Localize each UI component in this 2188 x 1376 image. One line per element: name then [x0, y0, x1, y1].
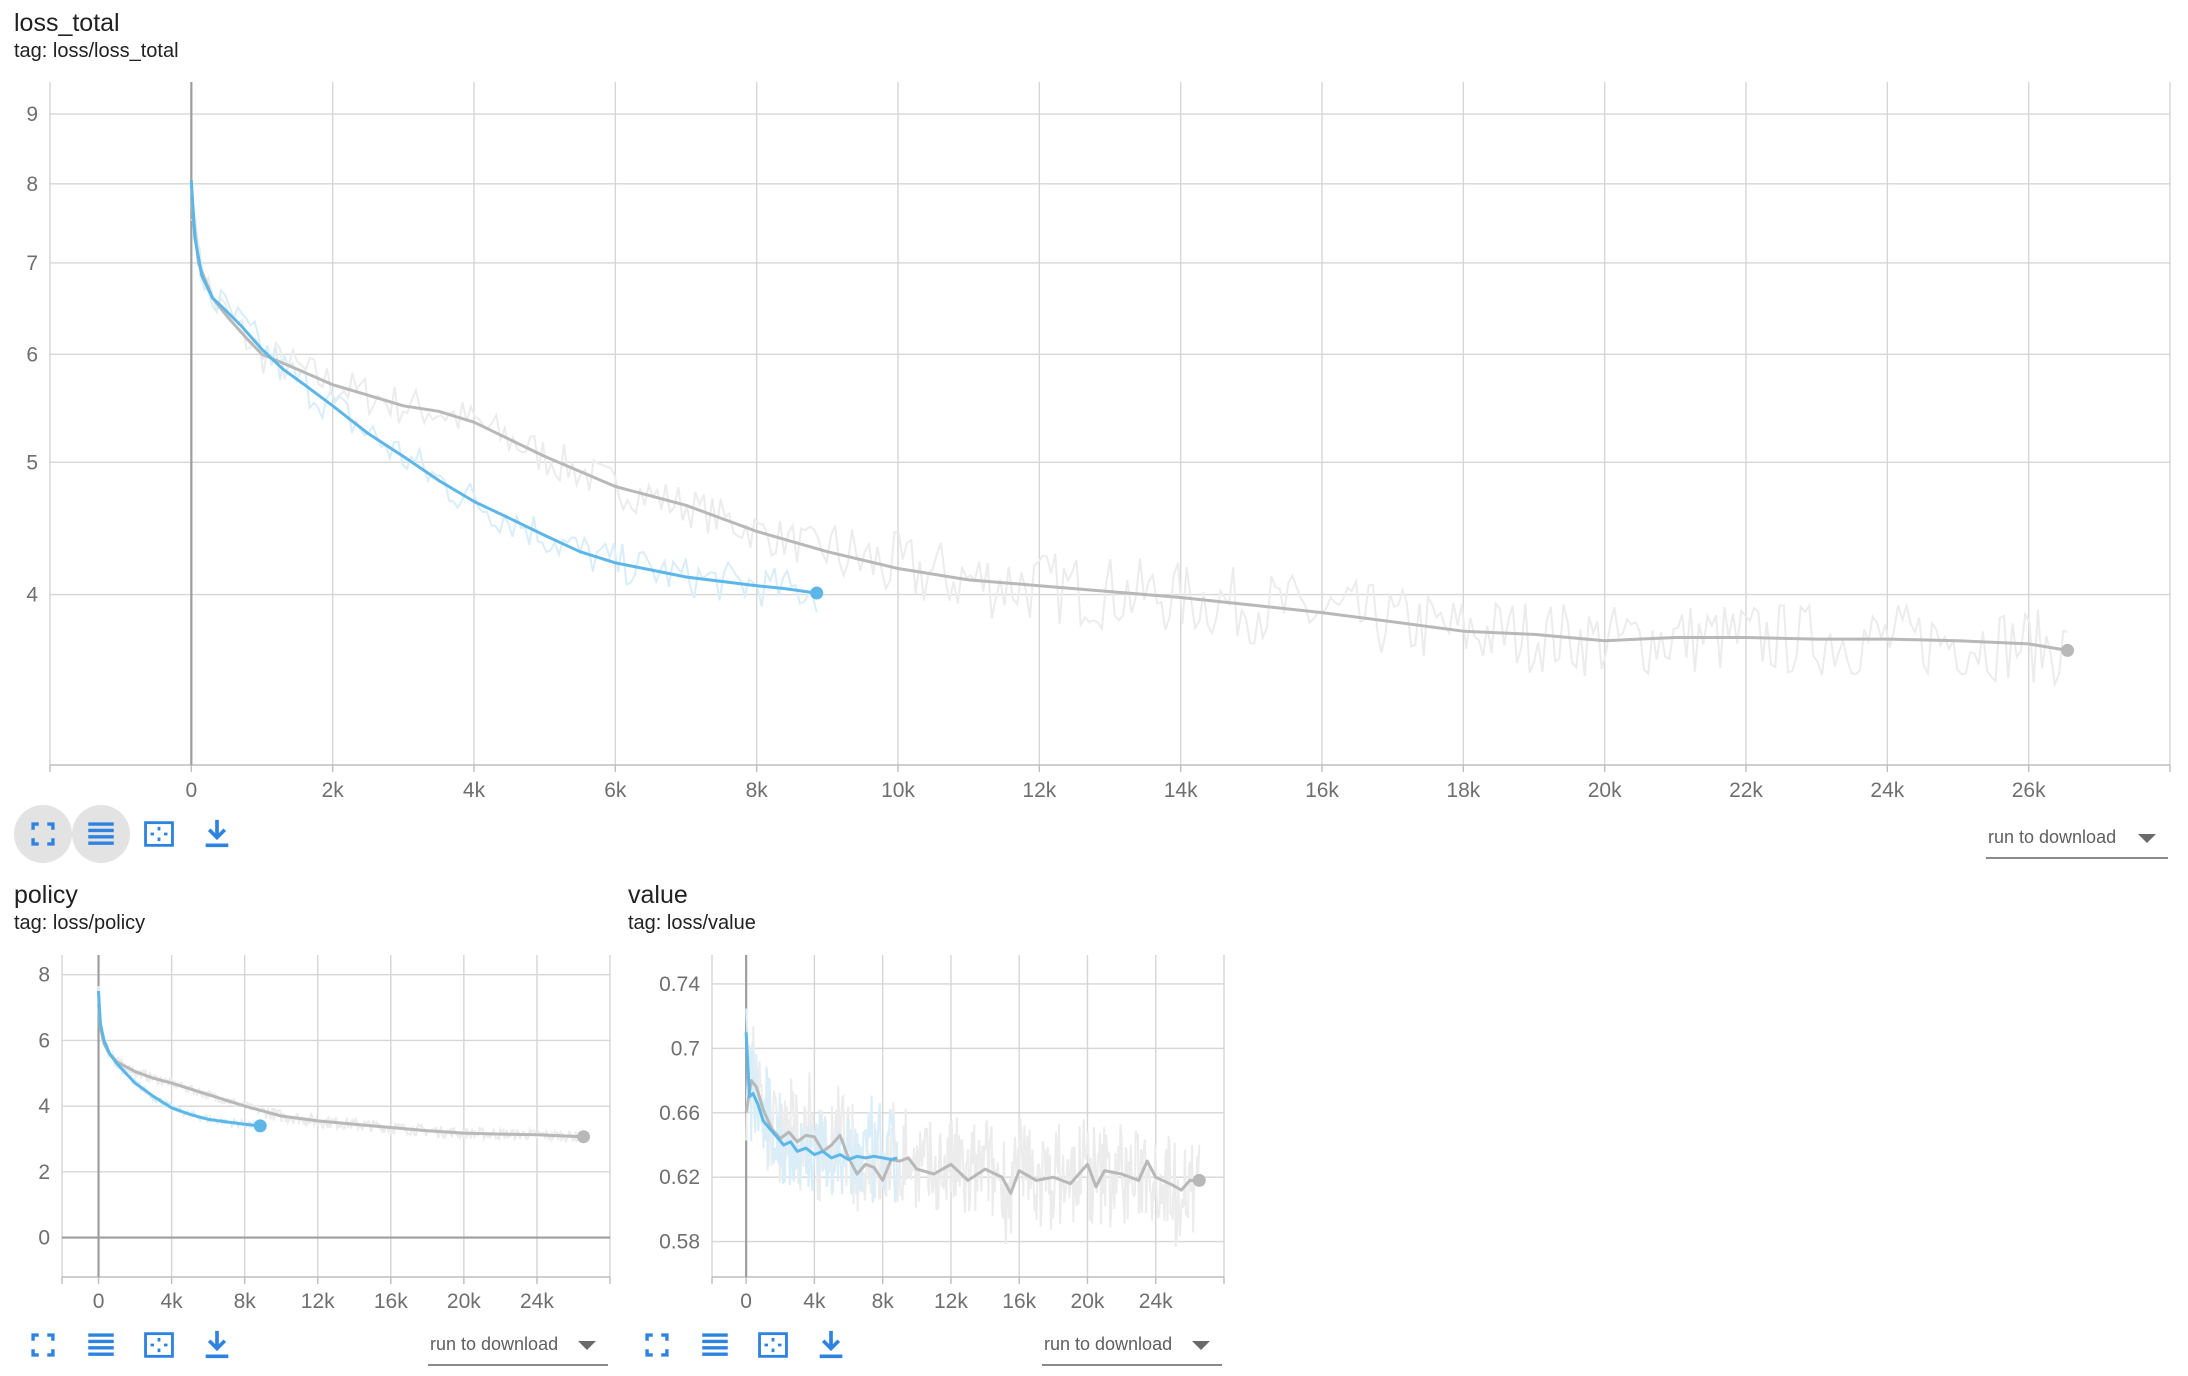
fit-domain-button[interactable] [130, 805, 188, 863]
fit-domain-button[interactable] [744, 1316, 802, 1374]
fullscreen-icon [31, 1333, 55, 1357]
list-icon [88, 822, 114, 845]
download-button[interactable] [188, 805, 246, 863]
run-to-download-label: run to download [430, 1334, 559, 1354]
toggle-legend-button[interactable] [72, 1316, 130, 1374]
chart-card-policy: policy tag: loss/policy [14, 880, 614, 1360]
fullscreen-button[interactable] [14, 805, 72, 863]
download-icon [205, 819, 229, 848]
fit-domain-button[interactable] [130, 1316, 188, 1374]
chart-card-loss-total: loss_total tag: loss/loss_total [14, 8, 2174, 858]
fullscreen-button[interactable] [14, 1316, 72, 1374]
fit-domain-icon [144, 1332, 174, 1358]
download-icon [819, 1330, 843, 1359]
toggle-legend-button[interactable] [72, 805, 130, 863]
run-to-download-select[interactable]: run to download [428, 1324, 608, 1366]
toolbar-value: run to download [628, 1316, 1228, 1376]
download-button[interactable] [802, 1316, 860, 1374]
toggle-legend-button[interactable] [686, 1316, 744, 1374]
fullscreen-icon [31, 822, 55, 846]
card-title: value [628, 881, 688, 909]
chart-card-value: value tag: loss/value [628, 880, 1228, 1360]
chevron-down-icon [2138, 834, 2156, 843]
card-tag: tag: loss/loss_total [14, 40, 179, 62]
run-to-download-select[interactable]: run to download [1042, 1324, 1222, 1366]
fit-domain-icon [758, 1332, 788, 1358]
card-tag: tag: loss/policy [14, 912, 146, 934]
card-title: loss_total [14, 9, 120, 37]
fit-domain-icon [144, 821, 174, 847]
download-button[interactable] [188, 1316, 246, 1374]
card-title: policy [14, 881, 78, 909]
card-tag: tag: loss/value [628, 912, 756, 934]
list-icon [702, 1333, 728, 1356]
chevron-down-icon [578, 1341, 596, 1350]
toolbar-loss-total: run to download [14, 805, 2174, 865]
run-to-download-label: run to download [1044, 1334, 1173, 1354]
chevron-down-icon [1192, 1341, 1210, 1350]
download-icon [205, 1330, 229, 1359]
run-to-download-label: run to download [1988, 827, 2117, 847]
fullscreen-button[interactable] [628, 1316, 686, 1374]
fullscreen-icon [645, 1333, 669, 1357]
list-icon [88, 1333, 114, 1356]
run-to-download-select[interactable]: run to download [1986, 817, 2168, 859]
toolbar-policy: run to download [14, 1316, 614, 1376]
